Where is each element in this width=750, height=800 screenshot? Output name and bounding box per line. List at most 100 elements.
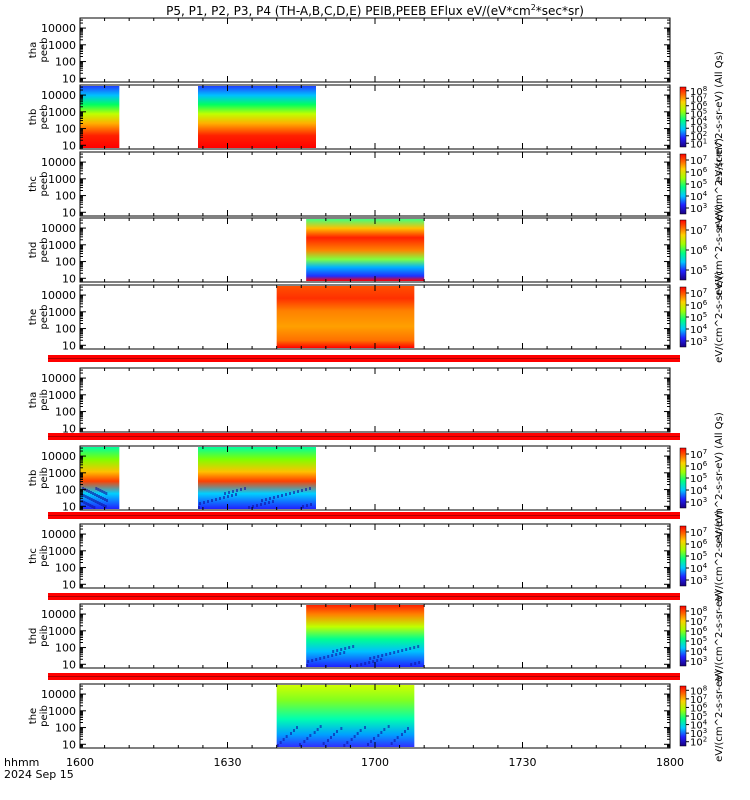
noise-pixel <box>311 659 314 662</box>
noise-pixel <box>104 498 106 501</box>
noise-pixel <box>84 495 87 498</box>
colorbar-tick-label: 107 <box>690 448 707 461</box>
noise-pixel <box>303 740 306 743</box>
date-label: 2024 Sep 15 <box>4 768 74 781</box>
noise-pixel <box>332 650 335 653</box>
x-tick-label: 1730 <box>509 756 537 769</box>
noise-pixel <box>285 735 288 738</box>
noise-pixel <box>333 733 335 736</box>
spectrogram-block <box>276 685 415 747</box>
noise-pixel <box>94 493 96 496</box>
noise-pixel <box>82 487 84 490</box>
colorbar-tick-label: 104 <box>690 115 708 128</box>
noise-pixel <box>198 506 200 509</box>
y-tick-label: 10000 <box>41 89 76 102</box>
panel-product-label: peib <box>39 389 50 411</box>
colorbar <box>679 86 687 148</box>
panel-product-label: peib <box>39 545 50 567</box>
y-tick-label: 10 <box>62 339 76 352</box>
noise-pixel <box>306 504 308 507</box>
y-tick-label: 1000 <box>48 625 76 638</box>
y-tick-label: 1000 <box>48 106 76 119</box>
y-tick-label: 10000 <box>41 156 76 169</box>
panel-frame <box>79 151 671 217</box>
noise-pixel <box>285 493 287 496</box>
noise-pixel <box>319 725 322 728</box>
noise-pixel <box>410 663 413 666</box>
y-tick-label: 100 <box>55 722 76 735</box>
noise-pixel <box>339 652 342 655</box>
noise-pixel <box>409 647 412 650</box>
y-tick-label: 10000 <box>41 372 76 385</box>
y-tick-label: 10000 <box>41 289 76 302</box>
noise-pixel <box>404 730 406 733</box>
panel-probe-label: the <box>28 708 39 724</box>
noise-pixel <box>401 649 404 652</box>
noise-pixel <box>227 495 229 498</box>
noise-pixel <box>260 503 262 506</box>
colorbar-tick-label: 107 <box>690 224 707 237</box>
y-tick-label: 10 <box>62 72 76 85</box>
noise-pixel <box>93 506 96 509</box>
y-tick-label: 100 <box>55 406 76 419</box>
colorbar-tick-label: 107 <box>690 154 707 167</box>
noise-pixel <box>343 744 346 747</box>
panel-frame <box>79 367 671 433</box>
spectrogram-block <box>80 86 120 148</box>
noise-pixel <box>248 506 250 509</box>
noise-pixel <box>319 657 322 660</box>
colorbar-tick-label: 103 <box>690 727 707 740</box>
colorbar-tick-label: 102 <box>690 130 707 143</box>
noise-pixel <box>387 725 390 728</box>
colorbar <box>679 447 687 509</box>
noise-pixel <box>307 660 310 663</box>
noise-pixel <box>235 493 237 496</box>
noise-pixel <box>396 736 399 739</box>
spectrogram-block <box>198 86 316 148</box>
x-tick-label: 1600 <box>66 756 94 769</box>
noise-pixel <box>417 645 420 648</box>
y-tick-label: 100 <box>55 256 76 269</box>
colorbar-tick-label: 103 <box>690 122 707 135</box>
colorbar-label: eV/(cm^2-s-sr-eV) <box>714 590 725 682</box>
noise-pixel <box>309 487 311 490</box>
y-tick-label: 100 <box>55 123 76 136</box>
noise-pixel <box>393 651 396 654</box>
noise-pixel <box>281 494 283 497</box>
noise-pixel <box>92 499 95 502</box>
spectrogram-block <box>306 605 425 667</box>
colorbar-tick-label: 104 <box>690 719 708 732</box>
noise-pixel <box>418 661 421 664</box>
y-tick-label: 10 <box>62 738 76 751</box>
noise-pixel <box>97 488 100 491</box>
noise-pixel <box>397 650 400 653</box>
colorbar-tick-label: 105 <box>690 635 707 648</box>
noise-pixel <box>100 496 102 499</box>
noise-pixel <box>364 662 367 665</box>
colorbar <box>679 685 687 747</box>
noise-pixel <box>83 501 86 504</box>
colorbar-tick-label: 106 <box>690 460 708 473</box>
y-tick-label: 10000 <box>41 222 76 235</box>
colorbar <box>679 525 687 587</box>
noise-pixel <box>273 496 275 499</box>
colorbar-label: eV/(cm^2-s-sr-eV) <box>714 510 725 602</box>
noise-pixel <box>364 726 366 729</box>
noise-pixel <box>340 727 343 730</box>
y-tick-label: 100 <box>55 484 76 497</box>
noise-pixel <box>335 653 338 656</box>
colorbar-tick-label: 106 <box>690 244 708 257</box>
noise-pixel <box>309 734 312 737</box>
noise-pixel <box>348 646 351 649</box>
x-tick-label: 1630 <box>214 756 242 769</box>
noise-pixel <box>106 499 108 502</box>
noise-pixel <box>336 649 339 652</box>
colorbar-tick-label: 107 <box>690 526 707 539</box>
y-tick-label: 10 <box>62 500 76 513</box>
